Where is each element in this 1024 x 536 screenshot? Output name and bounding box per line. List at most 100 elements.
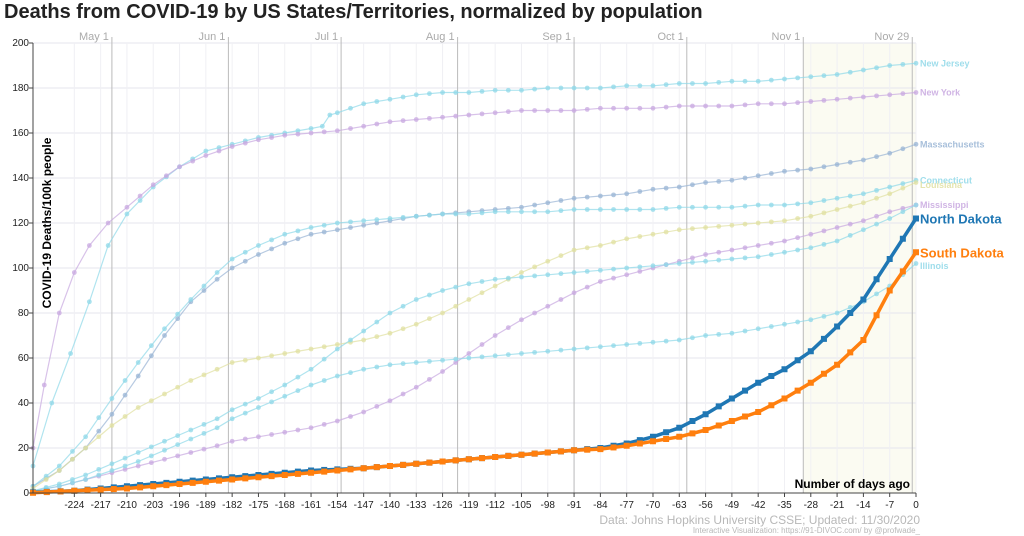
data-point-illinois [545, 348, 551, 354]
data-point-arizona [70, 477, 75, 482]
data-point-north-dakota [820, 335, 827, 342]
data-point-mississippi [782, 238, 787, 244]
data-point-massachusetts [96, 428, 102, 434]
data-point-arizona [348, 337, 353, 343]
data-point-mississippi [519, 317, 524, 323]
data-point-new-jersey [334, 110, 340, 116]
data-point-massachusetts [597, 193, 603, 199]
data-point-new-york [374, 121, 380, 127]
data-point-new-york [321, 129, 327, 135]
data-point-new-york [453, 113, 459, 119]
x-tick-label: -7 [885, 500, 894, 511]
data-point-louisiana [874, 195, 879, 201]
data-point-illinois [571, 346, 577, 352]
data-point-connecticut [532, 209, 538, 215]
data-point-mississippi [637, 268, 643, 274]
data-point-illinois [334, 373, 340, 379]
data-point-connecticut [96, 415, 102, 421]
data-point-south-dakota [505, 452, 512, 459]
data-point-new-york [124, 204, 130, 210]
data-point-louisiana [466, 297, 472, 302]
data-point-louisiana [492, 283, 498, 289]
data-point-south-dakota [781, 395, 788, 402]
data-point-south-dakota [373, 464, 380, 471]
month-marker-label: May 1 [79, 31, 109, 43]
data-point-illinois [519, 351, 524, 356]
data-point-arizona [321, 356, 327, 362]
data-point-louisiana [122, 414, 128, 419]
series-louisiana [30, 180, 919, 491]
data-point-louisiana [162, 391, 167, 397]
data-point-mississippi [242, 436, 248, 442]
data-point-mississippi [348, 414, 353, 419]
data-point-connecticut [256, 243, 261, 248]
data-point-massachusetts [874, 154, 879, 160]
data-point-arizona [427, 292, 432, 298]
data-point-south-dakota [584, 446, 591, 453]
data-point-mississippi [768, 240, 774, 246]
data-point-arizona [201, 421, 207, 427]
data-point-illinois [492, 353, 498, 359]
data-point-south-dakota [163, 482, 170, 489]
data-point-connecticut [70, 448, 75, 454]
data-point-arizona [782, 249, 787, 255]
data-point-arizona [913, 202, 919, 208]
data-point-mississippi [361, 409, 367, 415]
data-point-connecticut [519, 209, 524, 215]
data-point-new-york [650, 105, 656, 111]
data-point-new-york [795, 100, 801, 106]
data-point-south-dakota [176, 481, 183, 487]
data-point-massachusetts [256, 252, 261, 257]
data-point-arizona [834, 238, 840, 244]
data-point-louisiana [440, 310, 445, 316]
data-point-illinois [782, 321, 787, 327]
data-point-south-dakota [71, 487, 78, 494]
data-point-north-dakota [913, 215, 919, 222]
data-point-new-jersey [860, 67, 866, 73]
data-point-mississippi [427, 376, 432, 382]
data-point-mississippi [900, 205, 906, 211]
data-point-connecticut [703, 204, 708, 210]
data-point-illinois [729, 330, 735, 336]
data-point-connecticut [282, 231, 288, 237]
data-point-mississippi [269, 432, 274, 437]
data-point-mississippi [703, 252, 708, 257]
data-point-south-dakota [676, 433, 683, 440]
data-point-massachusetts [135, 373, 141, 379]
data-point-south-dakota [268, 473, 275, 480]
data-point-arizona [242, 401, 248, 407]
data-point-new-jersey [624, 83, 630, 89]
data-point-massachusetts [637, 189, 643, 194]
data-point-louisiana [361, 337, 367, 343]
data-point-new-york [716, 103, 722, 109]
data-point-new-jersey [703, 81, 708, 86]
data-point-new-york [216, 148, 222, 154]
data-point-louisiana [611, 239, 616, 245]
data-point-connecticut [400, 214, 406, 220]
data-point-louisiana [834, 207, 840, 212]
data-point-connecticut [122, 378, 128, 383]
data-point-new-jersey [900, 61, 906, 67]
data-point-new-jersey [348, 105, 353, 111]
data-point-south-dakota [294, 470, 301, 477]
data-point-new-york [729, 103, 735, 109]
data-point-mississippi [847, 221, 853, 227]
series-layer [30, 60, 919, 496]
data-point-massachusetts [847, 159, 853, 165]
data-point-south-dakota [899, 268, 906, 275]
data-point-massachusetts [768, 171, 774, 176]
data-point-illinois [214, 425, 220, 431]
data-point-new-jersey [558, 85, 564, 91]
data-point-south-dakota [150, 483, 157, 490]
data-point-north-dakota [728, 395, 735, 402]
x-axis-title: Number of days ago [795, 477, 910, 491]
data-point-south-dakota [518, 451, 525, 458]
data-point-louisiana [43, 477, 49, 482]
data-point-louisiana [532, 264, 538, 270]
data-point-arizona [545, 272, 551, 278]
data-point-connecticut [83, 434, 89, 440]
data-point-connecticut [148, 343, 154, 349]
data-point-north-dakota [807, 348, 814, 355]
data-point-massachusetts [519, 204, 524, 210]
